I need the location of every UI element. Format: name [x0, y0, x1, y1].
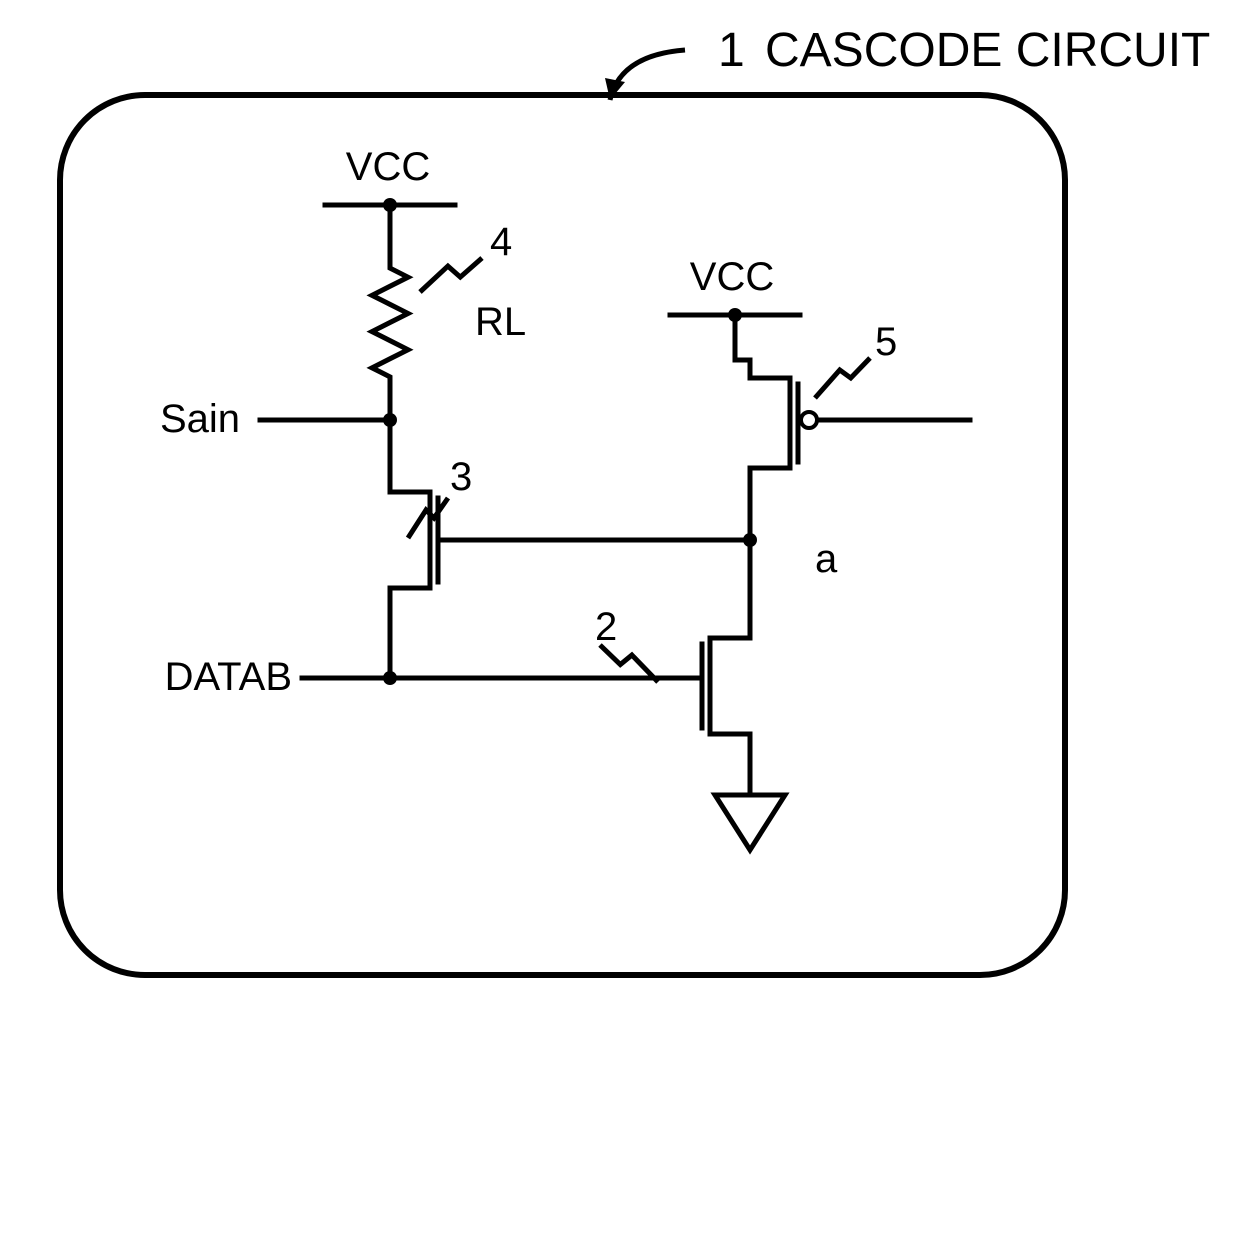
schematic-shape [815, 358, 870, 398]
label-vcc_left: VCC [346, 145, 430, 189]
schematic-shape [715, 795, 785, 850]
svg-text:CASCODE CIRCUIT: CASCODE CIRCUIT [765, 24, 1210, 77]
label-vcc_right: VCC [690, 255, 774, 299]
schematic-shape [728, 308, 742, 322]
schematic-shape [372, 250, 408, 395]
schematic-shape [801, 412, 817, 428]
label-ref4: 4 [490, 220, 512, 264]
schematic-shape [383, 198, 397, 212]
schematic-shape [420, 258, 482, 292]
svg-text:1: 1 [718, 24, 745, 77]
label-datab: DATAB [165, 655, 292, 699]
label-ref2: 2 [595, 605, 617, 649]
label-ref3: 3 [450, 455, 472, 499]
label-node_a: a [815, 537, 838, 581]
schematic-shape [743, 533, 757, 547]
schematic-shape [60, 95, 1065, 975]
label-ref5: 5 [875, 320, 897, 364]
label-rl: RL [475, 300, 526, 344]
label-sain: Sain [160, 397, 240, 441]
